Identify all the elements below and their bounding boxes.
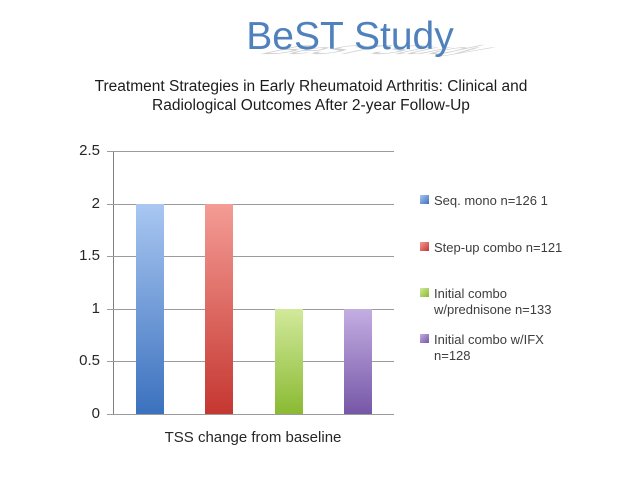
y-axis-tick-label: 1.5: [79, 247, 100, 265]
legend-item-label: Step-up combo n=121: [434, 240, 563, 255]
plot-area: [107, 151, 394, 415]
gridline: [107, 256, 394, 258]
subtitle-line-2: Radiological Outcomes After 2-year Follo…: [152, 97, 470, 114]
slide-subtitle: Treatment Strategies in Early Rheumatoid…: [0, 77, 622, 115]
y-axis-tick-label: 1: [91, 299, 100, 317]
page-title: BeST Study: [246, 15, 454, 58]
gridline: [107, 308, 394, 310]
gridline: [107, 151, 394, 152]
legend-item-label: Seq. mono n=126 1: [434, 193, 548, 208]
legend-swatch-icon: [420, 288, 429, 297]
legend-swatch-icon: [420, 195, 429, 204]
bar-4: [343, 308, 372, 414]
y-axis-tick-label: 2.5: [79, 142, 100, 159]
legend-item: Initial combo w/prednisone n=133: [420, 286, 551, 318]
legend-item: Initial combo w/IFX n=128: [420, 332, 544, 364]
legend-swatch-icon: [420, 242, 429, 251]
gridline: [107, 203, 394, 205]
subtitle-line-1: Treatment Strategies in Early Rheumatoid…: [94, 78, 528, 95]
gridline: [107, 361, 394, 363]
y-axis-tick-label: 0: [91, 405, 100, 422]
legend-item-label: Initial combo w/prednisone n=133: [434, 286, 552, 317]
gridline: [107, 414, 394, 415]
legend-swatch-icon: [420, 334, 429, 343]
bar-1: [136, 203, 164, 414]
legend-item: Step-up combo n=121: [420, 240, 562, 256]
legend-item: Seq. mono n=126 1: [420, 193, 548, 209]
y-axis-tick-label: 0.5: [79, 352, 100, 370]
bar-3: [274, 308, 303, 414]
legend-item-label: Initial combo w/IFX n=128: [434, 332, 544, 363]
x-axis-title: TSS change from baseline: [164, 429, 342, 446]
title-block: BeST Study BeST Study: [62, 14, 638, 60]
y-axis-tick-label: 2: [91, 194, 100, 212]
bar-2: [205, 203, 234, 414]
